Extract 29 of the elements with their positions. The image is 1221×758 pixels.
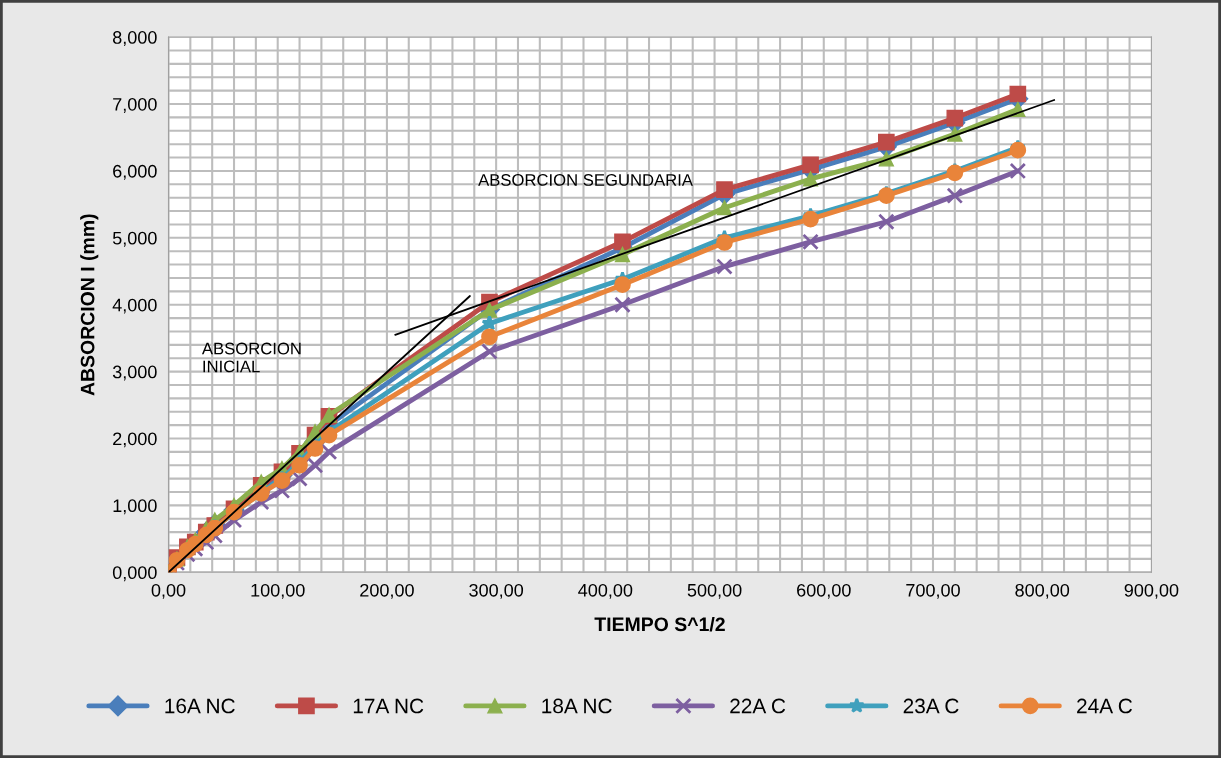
y-tick-label: 6,000 <box>113 164 157 180</box>
x-tick-label: 700,00 <box>906 583 960 599</box>
y-tick-label: 8,000 <box>112 31 157 46</box>
x-tick-label: 100,00 <box>251 583 305 599</box>
y-tick-label: 5,000 <box>112 231 157 247</box>
annotation: ABSORCION INICIAL <box>201 342 301 373</box>
x-tick-label: 500,00 <box>687 583 742 599</box>
legend-label: 22A C <box>730 698 786 714</box>
x-tick-label: 200,00 <box>360 583 414 599</box>
x-axis-title: TIEMPO S^1/2 <box>594 616 725 632</box>
y-tick-label: 0,000 <box>112 566 157 582</box>
y-tick-label: 3,000 <box>112 365 157 381</box>
legend-label: 24A C <box>1077 698 1133 714</box>
y-tick-label: 1,000 <box>113 499 157 515</box>
x-tick-label: 900,00 <box>1124 583 1179 599</box>
legend-label: 23A C <box>903 698 959 714</box>
legend-label: 17A NC <box>353 698 424 714</box>
y-tick-label: 7,000 <box>113 97 157 113</box>
x-tick-label: 400,00 <box>578 583 633 599</box>
y-tick-label: 2,000 <box>113 432 157 448</box>
x-tick-label: 600,00 <box>797 583 851 599</box>
legend-label: 16A NC <box>165 698 235 714</box>
annotation: ABSORCION SEGUNDARIA <box>478 174 693 186</box>
x-tick-label: 0,00 <box>151 583 186 599</box>
y-tick-label: 4,000 <box>112 298 157 314</box>
y-axis-title: ABSORCION I (mm) <box>80 214 99 396</box>
x-tick-label: 300,00 <box>469 583 524 599</box>
legend-label: 18A NC <box>542 698 612 714</box>
x-tick-label: 800,00 <box>1015 583 1070 599</box>
